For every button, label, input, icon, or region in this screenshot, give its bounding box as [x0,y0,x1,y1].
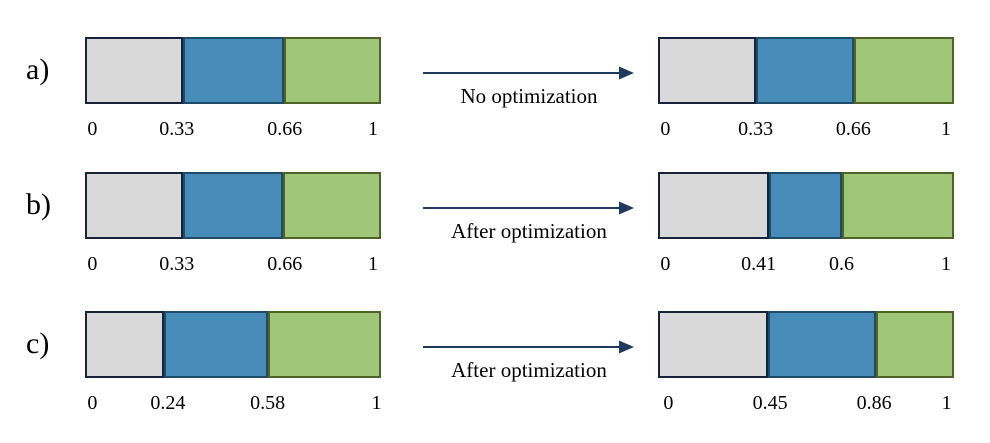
blue-segment [756,37,854,104]
tick-label: 0.66 [267,118,303,140]
row-a: a) 0 0.33 0.66 1 No optimization 0 0.33 0.66 1 [0,37,990,157]
tick-labels: 0 0.41 0.6 1 [658,252,954,278]
green-segment [267,311,381,378]
green-segment [853,37,954,104]
tick-label: 1 [368,118,378,140]
tick-label: 0.45 [752,392,788,414]
row-a-right-bar: 0 0.33 0.66 1 [658,37,954,140]
arrow-label: After optimization [451,358,607,382]
tick-label: 0.33 [159,118,195,140]
row-label-a: a) [26,53,50,86]
segmented-bar [658,172,954,239]
green-segment [283,37,381,104]
tick-labels: 0 0.45 0.86 1 [658,391,954,417]
tick-label: 0.66 [835,118,871,140]
tick-labels: 0 0.33 0.66 1 [85,117,381,143]
gray-segment [658,37,757,104]
tick-label: 1 [368,253,378,275]
row-c-left-bar: 0 0.24 0.58 1 [85,311,382,414]
tick-label: 1 [941,253,951,275]
blue-segment [768,311,877,378]
tick-label: 0.66 [267,253,303,275]
arrow-right-icon [423,340,634,354]
row-c-right-bar: 0 0.45 0.86 1 [658,311,954,414]
tick-label: 0.33 [738,118,774,140]
tick-label: 0.58 [250,392,286,414]
row-label-c: c) [26,327,50,360]
tick-label: 0.86 [856,392,892,414]
blue-segment [164,311,268,378]
segmented-bar [85,37,381,104]
tick-label: 0 [87,118,98,140]
arrow-right-icon [423,201,634,215]
arrow-label: After optimization [451,219,607,243]
tick-label: 0.24 [150,392,186,414]
gray-segment [85,172,183,239]
row-b-right-bar: 0 0.41 0.6 1 [658,172,954,275]
row-b: b) 0 0.33 0.66 1 After optimization 0 0.41 0.… [0,172,990,292]
gray-segment [85,37,183,104]
blue-segment [182,172,283,239]
green-segment [282,172,381,239]
arrow-right-icon [423,66,634,80]
green-segment [841,172,954,239]
row-c: c) 0 0.24 0.58 1 After optimization 0 0.45 0.… [0,311,990,431]
blue-segment [769,172,842,239]
tick-label: 0 [660,118,671,140]
segmented-bar [658,311,954,378]
segmented-bar [658,37,954,104]
gray-segment [658,172,770,239]
tick-label: 0 [660,253,671,275]
tick-label: 0.6 [829,253,855,275]
gray-segment [85,311,165,378]
blue-segment [182,37,284,104]
tick-label: 0.33 [159,253,195,275]
tick-label: 0.41 [741,253,777,275]
tick-label: 0 [87,392,98,414]
tick-label: 0 [87,253,98,275]
tick-label: 1 [371,392,382,414]
green-segment [876,311,954,378]
tick-labels: 0 0.24 0.58 1 [85,391,381,417]
gray-segment [658,311,769,378]
tick-label: 1 [941,392,952,414]
tick-labels: 0 0.33 0.66 1 [658,117,954,143]
row-label-b: b) [26,188,51,221]
row-a-left-bar: 0 0.33 0.66 1 [85,37,381,140]
segmented-bar [85,311,381,378]
segmented-bar [85,172,381,239]
tick-label: 1 [941,118,951,140]
arrow-label: No optimization [460,84,598,108]
tick-label: 0 [663,392,674,414]
tick-labels: 0 0.33 0.66 1 [85,252,381,278]
row-b-left-bar: 0 0.33 0.66 1 [85,172,381,275]
